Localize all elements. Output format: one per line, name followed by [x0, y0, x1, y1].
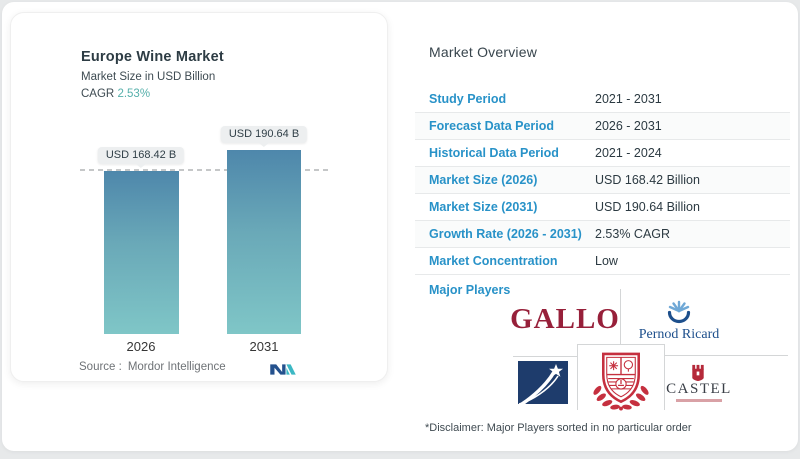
row-label: Forecast Data Period: [429, 119, 555, 133]
row-value: 2026 - 2031: [595, 119, 662, 133]
chart-subtitle: Market Size in USD Billion: [81, 71, 216, 83]
bar-2031: [227, 150, 301, 334]
castel-logo: CASTEL: [666, 381, 732, 397]
report-card: Europe Wine Market Market Size in USD Bi…: [2, 2, 798, 451]
row-value: 2.53% CAGR: [595, 227, 671, 241]
table-row: Historical Data Period 2021 - 2024: [415, 140, 790, 167]
x-axis-label-2031: 2031: [249, 339, 279, 354]
row-label: Market Size (2031): [429, 200, 538, 214]
bar-2026: [104, 171, 179, 334]
pernod-ricard-logo: Pernod Ricard: [638, 327, 720, 342]
mordor-intelligence-logo-icon: [270, 364, 296, 375]
chart-title: Europe Wine Market: [81, 49, 224, 65]
table-row: Market Size (2026) USD 168.42 Billion: [415, 167, 790, 194]
row-label: Market Concentration: [429, 254, 558, 268]
red-crest-logo: [593, 352, 649, 411]
row-value: Low: [595, 254, 618, 268]
table-row: Study Period 2021 - 2031: [415, 86, 790, 113]
players-grid-divider: [513, 356, 577, 357]
cagr-value: 2.53%: [117, 88, 151, 100]
pernod-ricard-rays-icon: [667, 300, 691, 324]
row-label: Historical Data Period: [429, 146, 559, 160]
chart-cagr: CAGR 2.53%: [81, 88, 150, 100]
market-size-chart-card: Europe Wine Market Market Size in USD Bi…: [10, 12, 388, 382]
table-row: Market Concentration Low: [415, 248, 790, 275]
overview-table: Study Period 2021 - 2031 Forecast Data P…: [415, 86, 790, 275]
source-label: Source :: [79, 361, 122, 373]
row-label: Study Period: [429, 92, 507, 106]
bar-value-badge: USD 168.42 B: [97, 147, 185, 164]
major-players-label: Major Players: [429, 283, 511, 297]
castel-crest-icon: [692, 364, 704, 382]
row-label: Growth Rate (2026 - 2031): [429, 227, 582, 241]
source-name: Mordor Intelligence: [127, 361, 226, 373]
x-axis-label-2026: 2026: [126, 339, 156, 354]
bar-value-badge: USD 190.64 B: [220, 126, 308, 143]
players-grid-cell-border: [577, 344, 665, 410]
players-grid-divider: [620, 289, 621, 345]
overview-heading: Market Overview: [429, 44, 538, 60]
row-value: USD 168.42 Billion: [595, 173, 700, 187]
source-attribution: Source : Mordor Intelligence: [79, 361, 226, 373]
cagr-label: CAGR: [81, 88, 115, 100]
castel-tagline-microtext: [676, 399, 722, 402]
navy-star-swoosh-logo: [518, 361, 568, 404]
gallo-logo: GALLO: [510, 303, 620, 335]
market-overview-panel: Market Overview Study Period 2021 - 2031…: [410, 2, 798, 451]
row-value: USD 190.64 Billion: [595, 200, 700, 214]
table-row: Market Size (2031) USD 190.64 Billion: [415, 194, 790, 221]
row-value: 2021 - 2031: [595, 92, 662, 106]
table-row: Forecast Data Period 2026 - 2031: [415, 113, 790, 140]
row-label: Market Size (2026): [429, 173, 538, 187]
table-row: Growth Rate (2026 - 2031) 2.53% CAGR: [415, 221, 790, 248]
players-disclaimer: *Disclaimer: Major Players sorted in no …: [425, 422, 692, 434]
reference-dashed-line: [80, 169, 328, 171]
players-grid-divider: [665, 355, 788, 356]
row-value: 2021 - 2024: [595, 146, 662, 160]
